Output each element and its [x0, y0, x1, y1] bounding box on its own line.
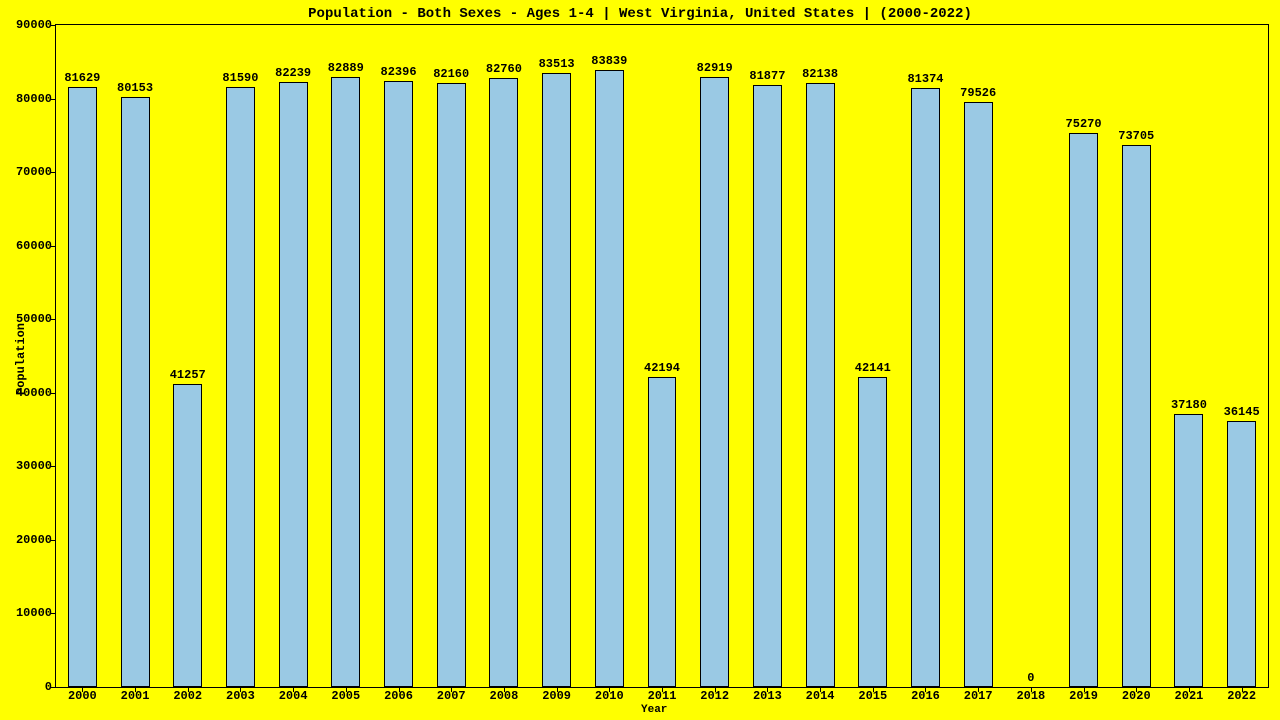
- bar-value-label: 0: [1027, 671, 1034, 685]
- bar: [964, 102, 993, 687]
- bar-value-label: 82919: [697, 61, 733, 75]
- y-tick-label: 10000: [16, 606, 56, 620]
- bar: [1227, 421, 1256, 687]
- y-tick-label: 60000: [16, 239, 56, 253]
- bar: [489, 78, 518, 687]
- bar-value-label: 82239: [275, 66, 311, 80]
- bar-value-label: 42141: [855, 361, 891, 375]
- bar: [331, 77, 360, 687]
- bar-value-label: 81590: [222, 71, 258, 85]
- x-axis-label: Year: [641, 704, 667, 716]
- y-axis-label: Population: [14, 323, 28, 395]
- y-tick-label: 20000: [16, 533, 56, 547]
- bar: [1122, 145, 1151, 687]
- bar-value-label: 83839: [591, 54, 627, 68]
- bar-value-label: 37180: [1171, 398, 1207, 412]
- chart-container: Population - Both Sexes - Ages 1-4 | Wes…: [0, 0, 1280, 720]
- bar: [1174, 414, 1203, 687]
- bar-value-label: 82760: [486, 62, 522, 76]
- y-tick-label: 90000: [16, 18, 56, 32]
- bar: [384, 81, 413, 687]
- bar: [700, 77, 729, 687]
- bar-value-label: 42194: [644, 361, 680, 375]
- bar-value-label: 79526: [960, 86, 996, 100]
- bar-value-label: 82160: [433, 67, 469, 81]
- bar: [437, 83, 466, 687]
- bar-value-label: 83513: [539, 57, 575, 71]
- bar: [595, 70, 624, 687]
- bar-value-label: 81374: [907, 72, 943, 86]
- bar: [806, 83, 835, 687]
- bar: [1069, 133, 1098, 687]
- bar: [173, 384, 202, 687]
- bar-value-label: 82889: [328, 61, 364, 75]
- bar-value-label: 82396: [381, 65, 417, 79]
- y-tick-label: 80000: [16, 92, 56, 106]
- bar: [279, 82, 308, 687]
- bar-value-label: 73705: [1118, 129, 1154, 143]
- bar-value-label: 82138: [802, 67, 838, 81]
- chart-title: Population - Both Sexes - Ages 1-4 | Wes…: [0, 6, 1280, 22]
- bar: [121, 97, 150, 687]
- y-tick-label: 30000: [16, 459, 56, 473]
- bar: [542, 73, 571, 687]
- bar: [858, 377, 887, 687]
- bar: [753, 85, 782, 687]
- bar-value-label: 36145: [1224, 405, 1260, 419]
- y-tick-label: 70000: [16, 165, 56, 179]
- bar: [911, 88, 940, 687]
- bar: [648, 377, 677, 687]
- bar-value-label: 41257: [170, 368, 206, 382]
- bar: [226, 87, 255, 687]
- bar-value-label: 75270: [1066, 117, 1102, 131]
- bar-value-label: 81877: [749, 69, 785, 83]
- bar-value-label: 80153: [117, 81, 153, 95]
- bar-value-label: 81629: [64, 71, 100, 85]
- plot-area: 0100002000030000400005000060000700008000…: [55, 24, 1269, 688]
- bar: [68, 87, 97, 687]
